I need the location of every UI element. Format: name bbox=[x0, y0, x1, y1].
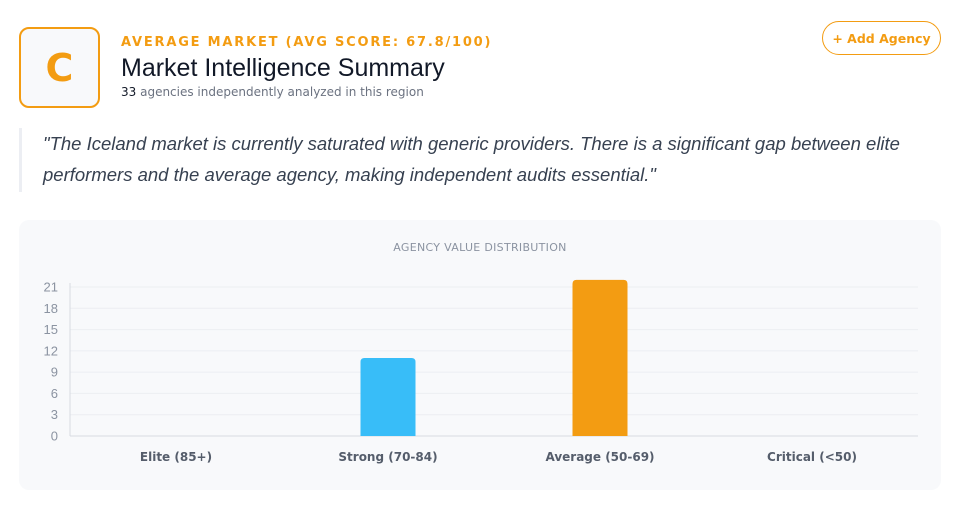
x-tick-label: Strong (70-84) bbox=[338, 450, 437, 464]
bar bbox=[572, 279, 628, 436]
chart-title: AGENCY VALUE DISTRIBUTION bbox=[393, 241, 566, 254]
y-tick-label: 21 bbox=[44, 280, 58, 295]
y-tick-label: 0 bbox=[51, 429, 58, 444]
y-tick-label: 15 bbox=[44, 322, 58, 337]
grade-letter: C bbox=[45, 45, 74, 90]
y-tick-label: 3 bbox=[51, 407, 58, 422]
y-tick-label: 9 bbox=[51, 365, 58, 380]
y-tick-label: 6 bbox=[51, 386, 58, 401]
add-agency-button[interactable]: + Add Agency bbox=[822, 21, 941, 55]
bar bbox=[360, 357, 416, 436]
y-tick-label: 18 bbox=[44, 301, 58, 316]
x-tick-label: Elite (85+) bbox=[140, 450, 212, 464]
chart-card: AGENCY VALUE DISTRIBUTION 0 3 6 9 12 15 18 21 Eli… bbox=[19, 220, 941, 490]
subline-text: agencies independently analyzed in this … bbox=[136, 85, 424, 99]
market-quote: "The Iceland market is currently saturat… bbox=[19, 128, 929, 192]
x-tick-label: Average (50-69) bbox=[545, 450, 654, 464]
x-tick-label: Critical (<50) bbox=[767, 450, 857, 464]
header: AVERAGE MARKET (AVG SCORE: 67.8/100) Mar… bbox=[121, 35, 492, 99]
page-title: Market Intelligence Summary bbox=[121, 54, 445, 82]
agency-count: 33 bbox=[121, 85, 137, 99]
distribution-chart: AGENCY VALUE DISTRIBUTION 0 3 6 9 12 15 18 21 Eli… bbox=[44, 241, 918, 464]
agency-count-subline: 33 agencies independently analyzed in th… bbox=[121, 85, 492, 99]
y-tick-label: 12 bbox=[44, 343, 58, 358]
grade-badge: C bbox=[19, 27, 100, 108]
market-label: AVERAGE MARKET (AVG SCORE: 67.8/100) bbox=[121, 35, 493, 50]
